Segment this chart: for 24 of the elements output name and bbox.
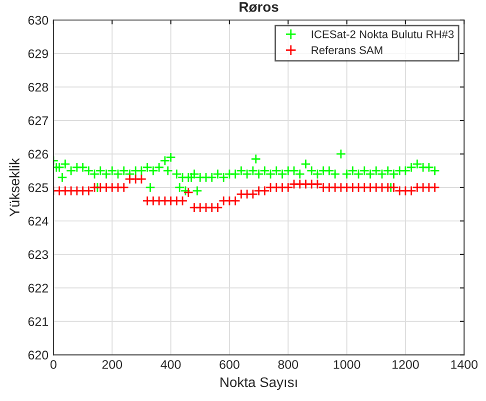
x-tick-label: 800: [278, 360, 298, 369]
x-tick-label: 200: [102, 360, 122, 369]
y-tick-label: 622: [28, 284, 48, 293]
y-tick-label: 628: [28, 82, 48, 92]
x-tick-label: 0: [50, 360, 56, 369]
legend-label: Referans SAM: [312, 46, 382, 54]
y-tick-label: 624: [28, 216, 48, 226]
x-tick-label: 400: [160, 360, 181, 369]
y-axis-title: Yükseklik: [9, 158, 20, 216]
x-axis-title: Nokta Sayısı: [220, 376, 297, 390]
y-tick-label: 630: [28, 16, 48, 25]
y-tick-label: 625: [28, 183, 48, 192]
x-tick-label: 600: [220, 360, 240, 369]
y-tick-label: 629: [28, 49, 48, 58]
chart-title: Røros: [240, 2, 278, 12]
y-tick-label: 621: [28, 317, 48, 326]
x-tick-label: 1000: [334, 360, 360, 369]
legend-label: ICESat-2 Nokta Bulutu RH#3: [312, 30, 454, 38]
x-tick-label: 1200: [392, 360, 419, 369]
y-tick-label: 620: [28, 350, 48, 360]
y-tick-label: 627: [28, 116, 48, 126]
y-tick-label: 623: [28, 250, 48, 260]
x-tick-label: 1400: [451, 360, 478, 369]
y-tick-label: 626: [28, 150, 48, 159]
